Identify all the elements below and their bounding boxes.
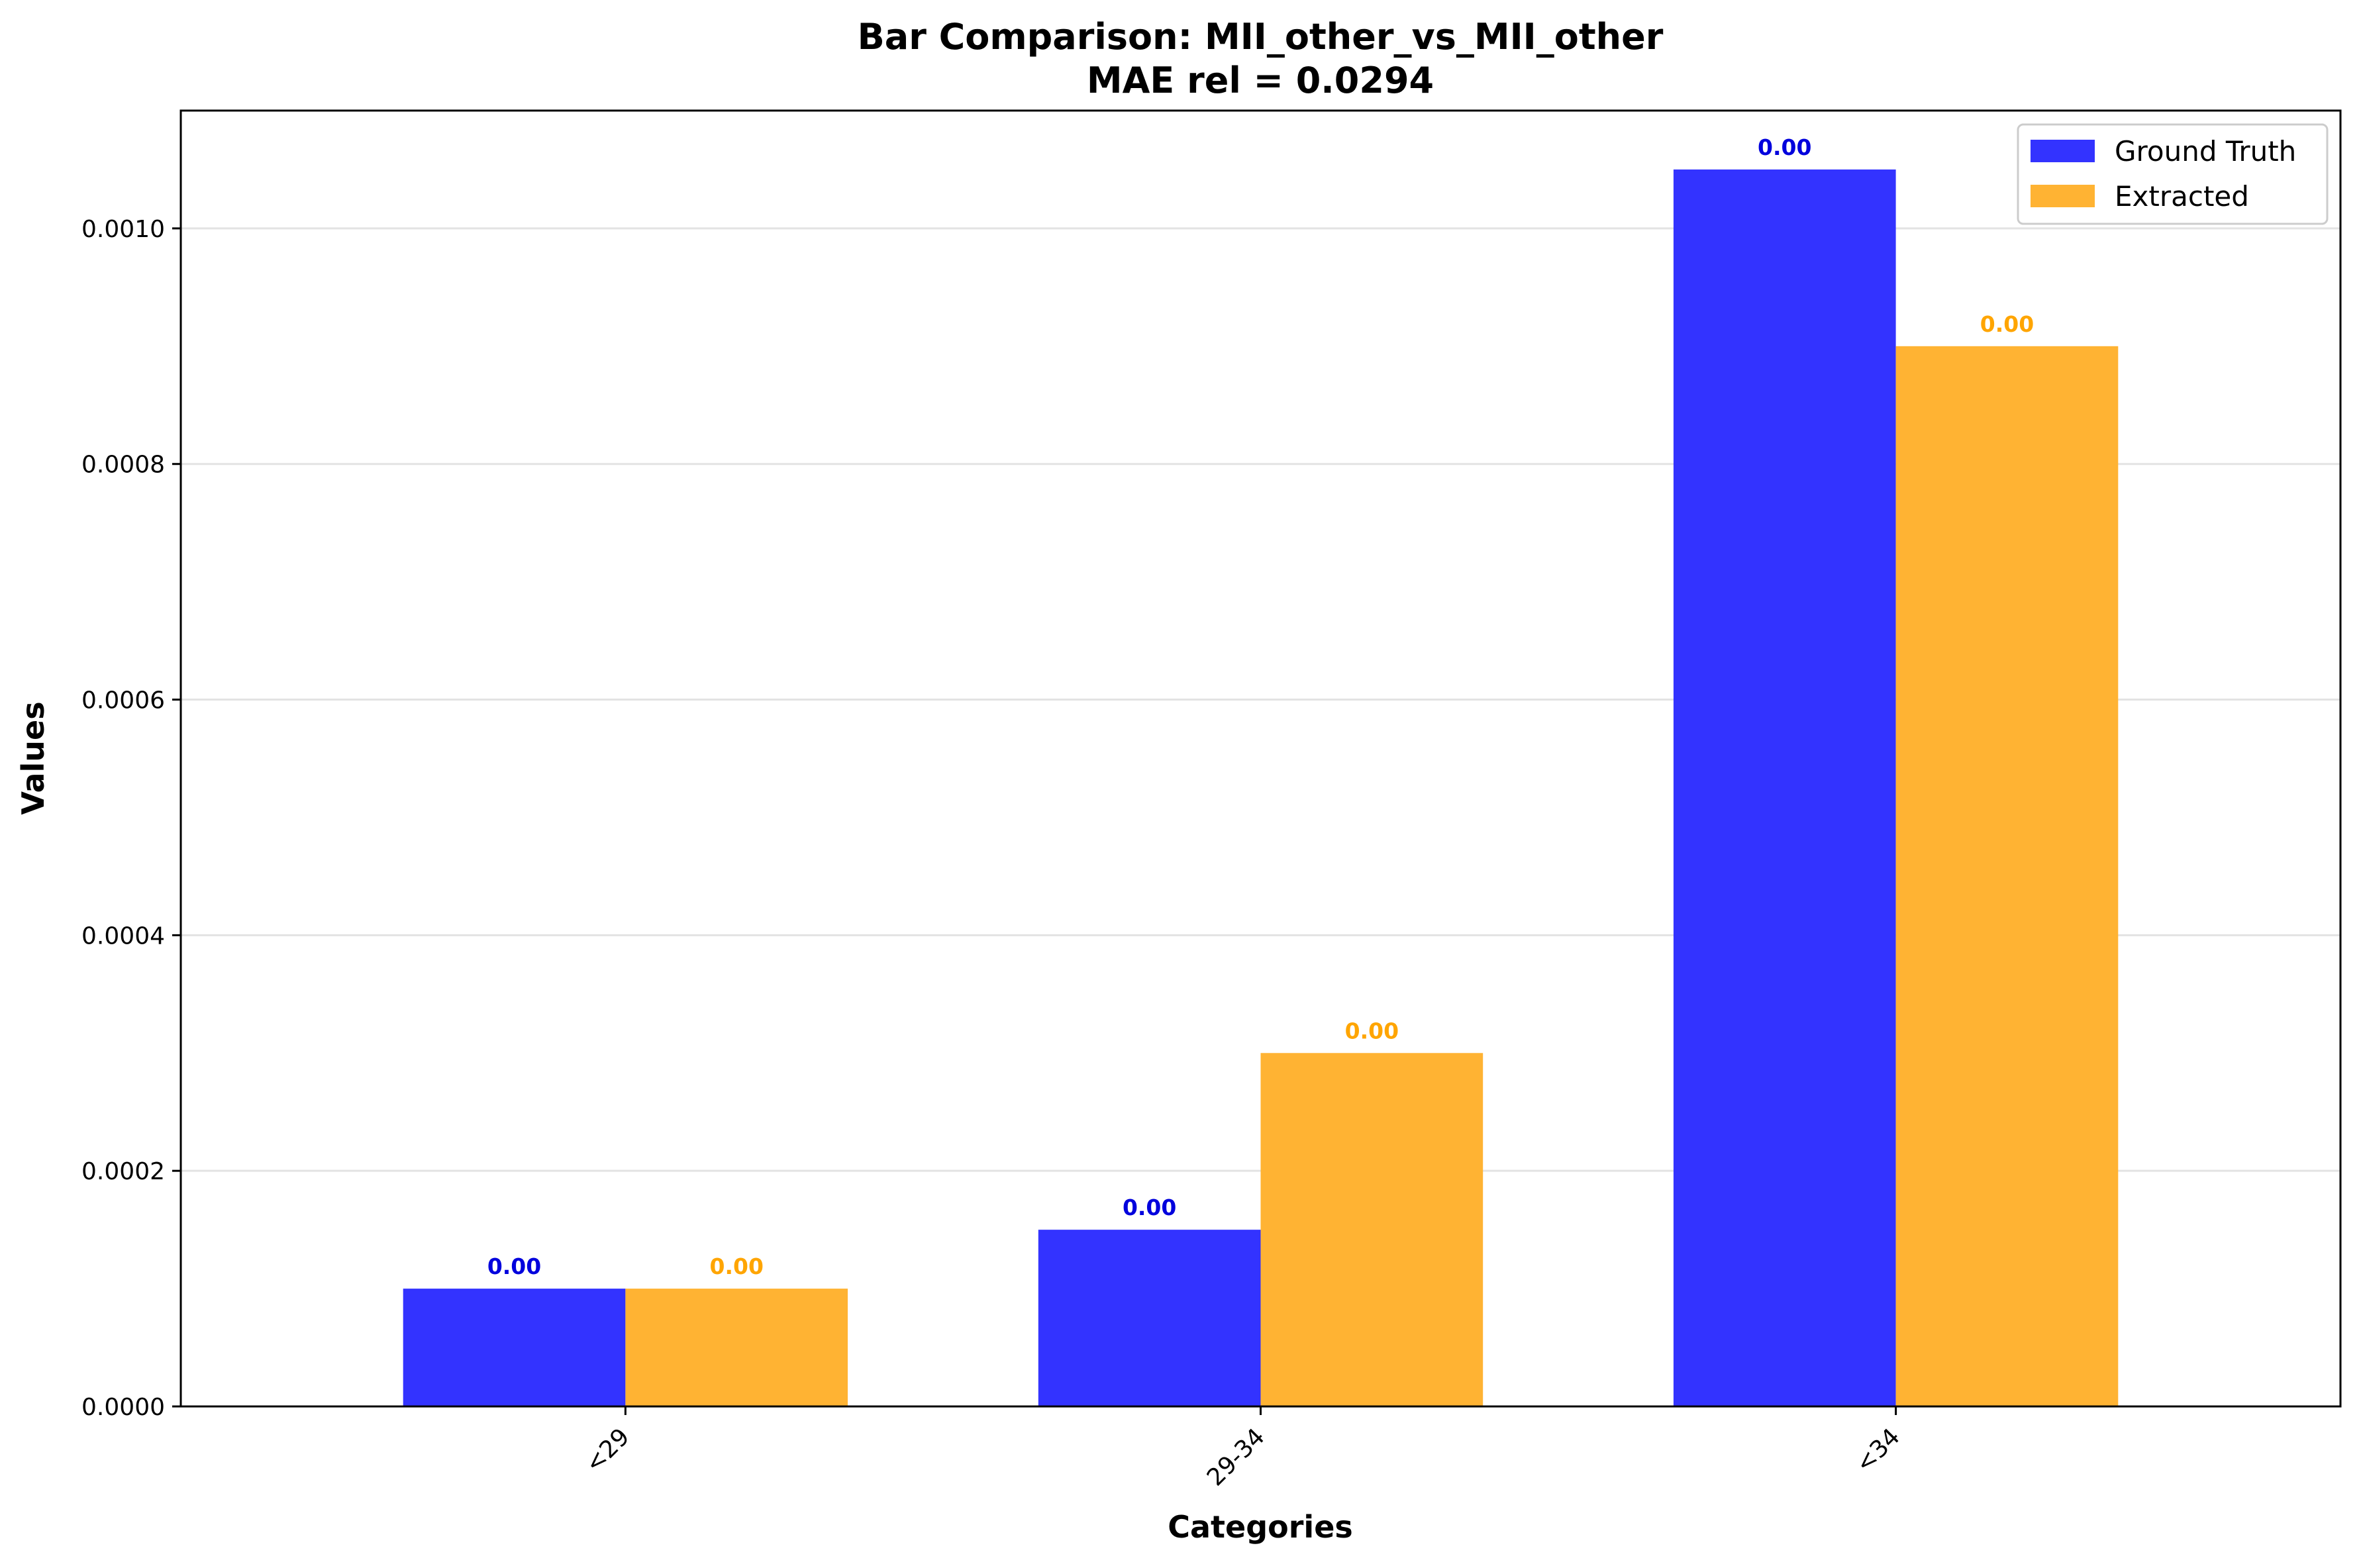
bar-value-label: 0.00 — [1345, 1018, 1399, 1044]
y-tick-label: 0.0010 — [81, 216, 165, 243]
bar-value-label: 0.00 — [1980, 311, 2034, 337]
bar-value-label: 0.00 — [1758, 134, 1811, 160]
bar-extracted — [625, 1289, 848, 1406]
legend-frame — [2017, 123, 2329, 225]
y-axis-ticks: 0.0000 0.0002 0.0004 0.0006 0.0008 0.0010 — [81, 216, 181, 1421]
legend-label-extracted: Extracted — [2115, 180, 2249, 213]
bar-ground-truth — [1673, 169, 1896, 1406]
x-axis-label: Categories — [1168, 1509, 1353, 1545]
y-tick-label: 0.0004 — [81, 922, 165, 950]
y-tick-label: 0.0008 — [81, 452, 165, 479]
legend-swatch-ground-truth — [2031, 140, 2095, 162]
bar-value-label: 0.00 — [487, 1253, 541, 1279]
bar-value-label: 0.00 — [710, 1253, 764, 1279]
bars — [403, 169, 2119, 1407]
legend-label-ground-truth: Ground Truth — [2115, 135, 2296, 168]
chart-title: Bar Comparison: MII_other_vs_MII_other — [858, 16, 1664, 58]
y-tick-label: 0.0000 — [81, 1394, 165, 1421]
y-tick-label: 0.0006 — [81, 687, 165, 714]
y-tick-label: 0.0002 — [81, 1158, 165, 1185]
bar-ground-truth — [1038, 1230, 1261, 1406]
bar-extracted — [1260, 1053, 1483, 1406]
chart-subtitle: MAE rel = 0.0294 — [1087, 60, 1434, 101]
bar-ground-truth — [403, 1289, 626, 1406]
bar-value-labels: 0.00 0.00 0.00 0.00 0.00 0.00 — [487, 134, 2034, 1279]
bar-value-label: 0.00 — [1123, 1195, 1176, 1220]
bar-extracted — [1895, 346, 2119, 1407]
legend: Ground Truth Extracted — [2017, 123, 2329, 225]
y-axis-label: Values — [15, 701, 51, 814]
legend-swatch-extracted — [2031, 185, 2095, 207]
